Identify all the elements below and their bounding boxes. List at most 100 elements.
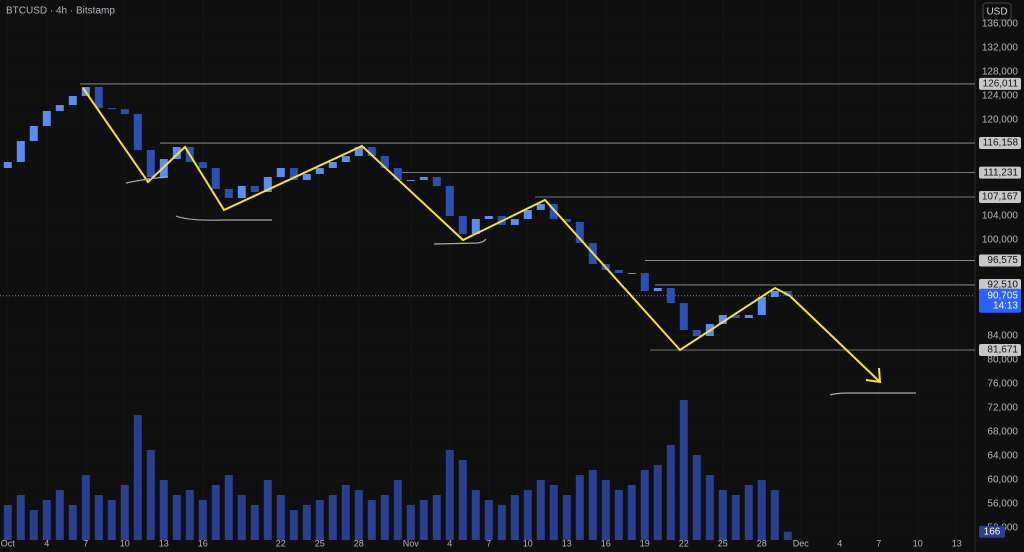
candle <box>653 288 662 291</box>
candle <box>42 111 51 126</box>
last-price-tag <box>979 288 1021 313</box>
level-tag <box>979 137 1021 150</box>
volume-bar <box>185 490 194 540</box>
y-tick-label: 84,000 <box>987 331 1018 342</box>
drawing <box>82 87 916 396</box>
candle <box>68 96 77 105</box>
candle <box>692 330 701 336</box>
level-label: 81,671 <box>987 345 1018 356</box>
x-tick-label: 13 <box>952 538 962 548</box>
volume-bar <box>575 475 584 540</box>
volume-bar <box>341 485 350 540</box>
volume-bar <box>263 480 272 540</box>
volume-bar <box>666 445 675 540</box>
volume-bar <box>406 505 415 540</box>
x-tick-label: 22 <box>276 538 286 548</box>
y-tick-label: 100,000 <box>982 235 1019 246</box>
y-tick-label: 120,000 <box>982 115 1019 126</box>
candle <box>198 162 207 168</box>
volume-bar <box>354 490 363 540</box>
x-tick-label: 7 <box>83 538 88 548</box>
volume-bar <box>42 500 51 540</box>
candle <box>562 219 571 222</box>
volume-bar <box>562 495 571 540</box>
level-tag <box>979 343 1021 356</box>
y-tick-label: 60,000 <box>987 475 1018 486</box>
x-tick-label: 4 <box>447 538 452 548</box>
candle <box>29 126 38 141</box>
candle <box>146 150 155 177</box>
volume-bar <box>536 480 545 540</box>
level-tag <box>979 77 1021 90</box>
volume-bar <box>705 475 714 540</box>
y-tick-label: 80,000 <box>987 355 1018 366</box>
volume-bar <box>640 470 649 540</box>
countdown: 14:13 <box>993 300 1018 311</box>
volume-bar <box>549 485 558 540</box>
candle <box>484 216 493 219</box>
candle <box>237 186 246 198</box>
candle <box>250 186 259 192</box>
level-tag <box>979 190 1021 203</box>
x-tick-label: 7 <box>876 538 881 548</box>
x-tick-label: 28 <box>757 538 767 548</box>
x-tick-label: 25 <box>315 538 325 548</box>
x-tick-label: Dec <box>793 538 810 548</box>
volume-bar <box>276 495 285 540</box>
volume-bar <box>510 495 519 540</box>
candle <box>666 288 675 303</box>
candle <box>471 219 480 234</box>
y-tick-label: 128,000 <box>982 67 1019 78</box>
volume-bar <box>471 490 480 540</box>
candle <box>627 273 636 274</box>
volume-bar <box>211 485 220 540</box>
y-tick-label: 68,000 <box>987 427 1018 438</box>
candle <box>549 204 558 219</box>
volume-bar <box>692 455 701 540</box>
volume-bar <box>432 495 441 540</box>
volume-bar <box>614 490 623 540</box>
candle <box>94 87 103 108</box>
y-tick-label: 104,000 <box>982 211 1019 222</box>
level-label: 92,510 <box>987 280 1018 291</box>
y-tick-label: 124,000 <box>982 91 1019 102</box>
candle <box>133 114 142 150</box>
bracket <box>433 238 487 245</box>
volume-bar <box>68 505 77 540</box>
x-tick-label: 19 <box>640 538 650 548</box>
volume-bar <box>29 510 38 540</box>
volume-bar <box>328 495 337 540</box>
currency-button[interactable] <box>982 2 1012 21</box>
candle <box>393 168 402 180</box>
candle <box>640 273 649 291</box>
candle <box>523 210 532 219</box>
volume-bar <box>627 485 636 540</box>
candle <box>419 177 428 180</box>
candle <box>16 141 25 162</box>
volume-label: 166 <box>984 526 1001 537</box>
x-tick-label: 28 <box>354 538 364 548</box>
candle <box>224 189 233 198</box>
volume-bar <box>94 495 103 540</box>
candle <box>55 105 64 111</box>
candle <box>315 168 324 174</box>
x-tick-label: 4 <box>837 538 842 548</box>
bracket <box>175 215 272 221</box>
volume-bar <box>315 500 324 540</box>
currency-label[interactable]: USD <box>986 7 1007 18</box>
y-tick-label: 64,000 <box>987 451 1018 462</box>
x-tick-label: 10 <box>523 538 533 548</box>
volume-bar <box>497 505 506 540</box>
volume-bar <box>3 505 12 540</box>
level-label: 126,011 <box>983 79 1019 90</box>
candle <box>328 162 337 168</box>
candle <box>120 109 129 114</box>
level-tag <box>979 278 1021 291</box>
volume-tag <box>979 525 1005 538</box>
volume-bar <box>224 475 233 540</box>
candle <box>744 315 753 318</box>
volume-bar <box>146 450 155 540</box>
x-tick-label: 13 <box>562 538 572 548</box>
candle <box>107 108 116 110</box>
